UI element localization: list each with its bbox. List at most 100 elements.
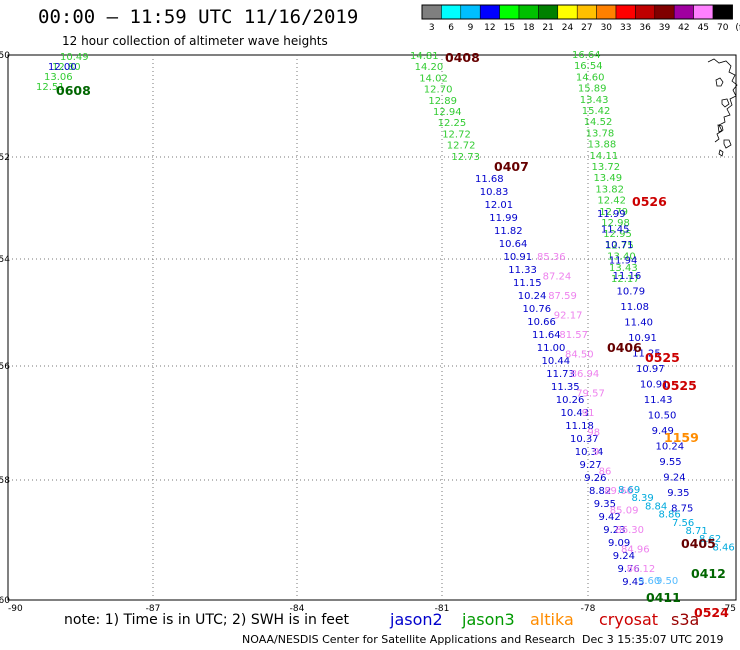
swh-value: 11.35	[551, 382, 580, 393]
swh-value: 13.49	[593, 173, 622, 184]
swh-value: 13.72	[592, 162, 621, 173]
swh-value: 9.24	[663, 473, 685, 484]
color-key-swatch	[712, 4, 733, 20]
longitude-label: -81	[435, 604, 450, 614]
swh-value: 14.20	[415, 62, 444, 73]
axis-labels: -50 -52 -54 -56 -58 -60-90 -87 -84 -81 -78 -75	[0, 51, 736, 614]
footer-credit: NOAA/NESDIS Center for Satellite Applica…	[242, 633, 575, 646]
swh-value: 14.60	[576, 72, 605, 83]
color-key-label: 21	[542, 23, 553, 33]
swh-value: 10.24	[518, 291, 547, 302]
color-key-swatch	[518, 4, 539, 20]
pass-time-label: 0608	[56, 83, 91, 98]
color-key-swatch	[460, 4, 481, 20]
swh-value: 11.94	[609, 256, 638, 267]
swh-value: 11.16	[613, 271, 642, 282]
swh-value: 8.71	[686, 526, 708, 537]
footer-timestamp: Dec 3 15:35:07 UTC 2019	[582, 633, 723, 646]
color-key-swatch	[693, 4, 714, 20]
swh-value: 9.35	[594, 499, 616, 510]
swh-value: 86.12	[627, 564, 656, 575]
swh-value: 11.45	[601, 225, 630, 236]
swh-value: 12.17	[611, 274, 640, 285]
color-key-swatch	[441, 4, 462, 20]
pass-time-label: 0524	[694, 605, 729, 620]
swh-value: 81.57	[559, 330, 588, 341]
swh-value: 8.75	[671, 504, 693, 515]
color-key-swatch	[499, 4, 520, 20]
color-key-label: 15	[504, 23, 515, 33]
swh-value: 89.66	[604, 486, 633, 497]
swh-value: 9.60	[638, 576, 660, 587]
swh-value: 92.17	[554, 311, 583, 322]
swh-value: 13.43	[580, 95, 609, 106]
swh-value: 11.08	[620, 302, 649, 313]
color-key-swatch	[654, 4, 675, 20]
swh-value: 10.49	[60, 52, 89, 63]
pass-time-label: 0407	[494, 159, 529, 174]
swh-value: 10.66	[527, 317, 556, 328]
coastline-islands	[707, 58, 738, 157]
swh-value: 9.50	[656, 576, 678, 587]
swh-value: 13.82	[595, 184, 624, 195]
swh-value: 10.83	[480, 187, 509, 198]
swh-value: 11.40	[624, 318, 653, 329]
swh-value: 10.91	[504, 252, 533, 263]
swh-value: 12.98	[601, 218, 630, 229]
color-key-border	[421, 4, 733, 20]
swh-value: 86.94	[571, 369, 600, 380]
swh-value: 9	[593, 447, 599, 458]
swh-value: 10.43	[561, 408, 590, 419]
latitude-label: -54	[0, 255, 10, 265]
swh-value: 87.24	[543, 272, 572, 283]
swh-value: 12.79	[599, 207, 628, 218]
latitude-label: -58	[0, 476, 10, 486]
pass-time-label: 0406	[607, 340, 642, 355]
swh-value: 11.00	[537, 343, 566, 354]
color-key-swatch	[557, 4, 578, 20]
swh-value: 9.55	[659, 457, 681, 468]
color-key-swatch	[615, 4, 636, 20]
swh-value: 84.96	[621, 545, 650, 556]
color-key-label: 24	[562, 23, 574, 33]
swh-value: 14.02	[419, 73, 448, 84]
swh-value: 79.57	[576, 389, 605, 400]
swh-value: 8.82	[589, 486, 611, 497]
swh-value: 87.59	[548, 291, 577, 302]
swh-value: 14.81	[410, 51, 439, 62]
swh-value: 84.50	[565, 350, 594, 361]
swh-value: 8.46	[713, 542, 735, 553]
latitude-label: -52	[0, 153, 10, 163]
swh-value: 10.44	[542, 356, 571, 367]
map-frame	[7, 54, 737, 601]
swh-value: 85.36	[537, 252, 566, 263]
swh-value: 10.91	[628, 333, 657, 344]
swh-value: 9.76	[618, 564, 640, 575]
swh-value: 9.24	[613, 551, 635, 562]
swh-value: 12.00	[48, 62, 77, 73]
swh-value: 12.25	[438, 118, 467, 129]
latitude-label: -56	[0, 362, 10, 372]
swh-value: 9.49	[652, 426, 674, 437]
swh-value: 9.09	[608, 538, 630, 549]
swh-value: 8.39	[632, 493, 654, 504]
swh-value: 9.45	[622, 577, 644, 588]
swh-value: 10.97	[636, 364, 665, 375]
swh-value: 16.64	[572, 50, 601, 61]
swh-value: 11.64	[532, 330, 561, 341]
swh-value: 9.42	[599, 512, 621, 523]
swh-value: 14.52	[584, 117, 613, 128]
swh-value: 9.23	[603, 525, 625, 536]
swh-value: 11.33	[508, 265, 537, 276]
swh-value: 85.09	[610, 506, 639, 517]
chart-subtitle: 12 hour collection of altimeter wave hei…	[62, 34, 328, 48]
color-key-label: 33	[620, 23, 631, 33]
color-key-swatch	[635, 4, 656, 20]
satellite-legend: jason2 jason3 altika cryosat s3a	[389, 610, 699, 629]
swh-value: 91	[582, 408, 595, 419]
satellite-legend-entry: jason2	[389, 610, 443, 629]
pass-time-label: 0408	[445, 50, 480, 65]
color-key-label: 39	[659, 23, 671, 33]
color-key-label: 6	[448, 23, 454, 33]
